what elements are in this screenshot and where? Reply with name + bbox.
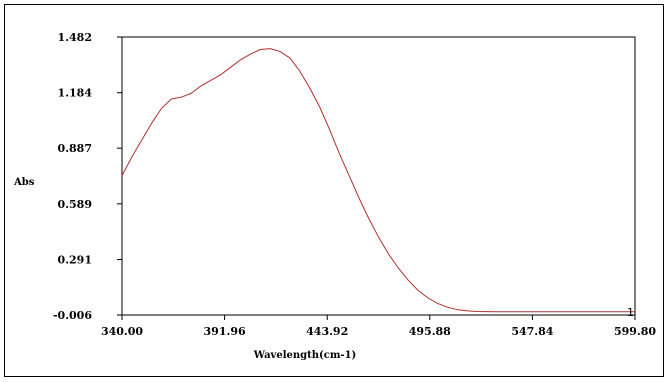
x-tick-label: 443.92 xyxy=(306,325,348,338)
x-tick-label: 599.80 xyxy=(614,325,656,338)
y-axis-title: Abs xyxy=(13,177,35,188)
x-tick-label: 340.00 xyxy=(101,325,143,338)
x-tick-label: 391.96 xyxy=(204,325,246,338)
x-axis-ticks: 340.00 391.96 443.92 495.88 547.84 599.80 xyxy=(101,315,656,338)
series-label: 1 xyxy=(627,306,634,319)
y-tick-label: 1.482 xyxy=(58,31,92,44)
y-tick-label: 0.887 xyxy=(58,142,92,155)
series-layer: 1 xyxy=(121,48,635,319)
x-tick-label: 547.84 xyxy=(511,325,553,338)
y-tick-label: 0.291 xyxy=(58,254,92,267)
plot-area xyxy=(121,36,636,316)
x-tick-label: 495.88 xyxy=(409,325,451,338)
series-line xyxy=(121,48,635,313)
x-axis-title: Wavelength(cm-1) xyxy=(253,350,357,361)
y-tick-label: 0.589 xyxy=(58,198,92,211)
y-axis-ticks: 1.482 1.184 0.887 0.589 0.291 -0.006 xyxy=(53,31,122,322)
y-tick-label: -0.006 xyxy=(53,309,92,322)
y-tick-label: 1.184 xyxy=(58,87,93,100)
